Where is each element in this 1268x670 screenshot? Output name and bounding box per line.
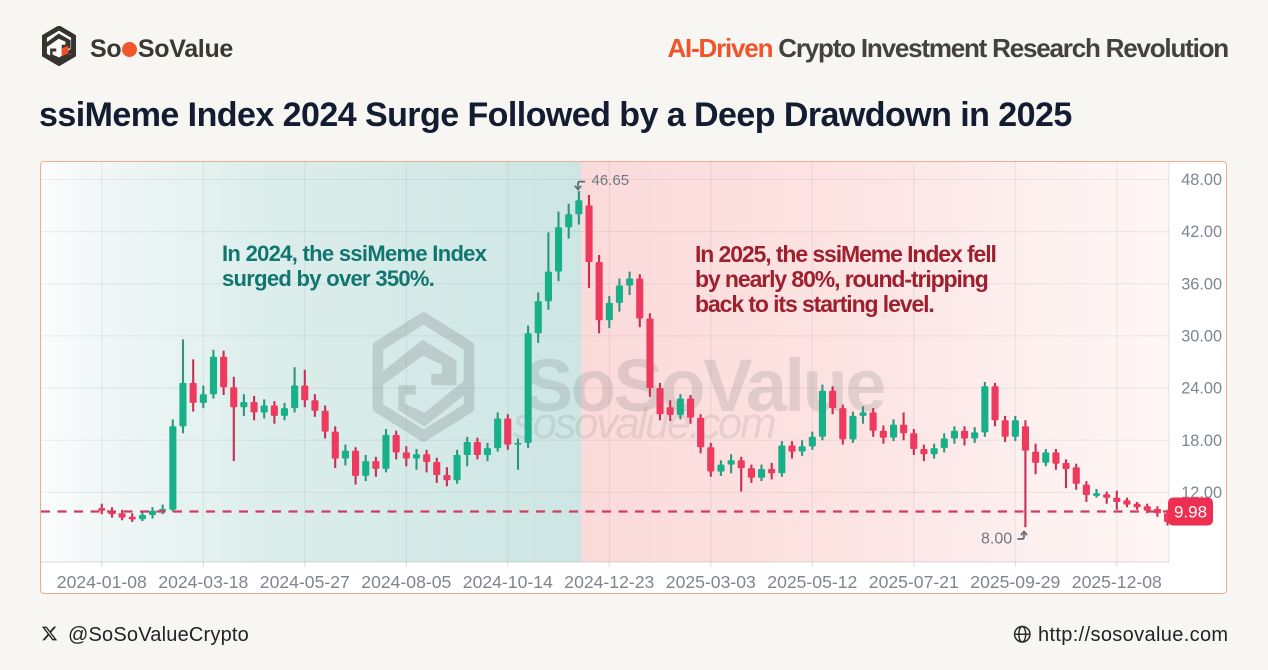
svg-text:30.00: 30.00: [1181, 328, 1222, 346]
svg-text:2024-05-27: 2024-05-27: [260, 572, 350, 592]
svg-text:36.00: 36.00: [1181, 275, 1222, 293]
svg-text:SoSoValue: SoSoValue: [524, 344, 884, 427]
svg-text:2024-01-08: 2024-01-08: [57, 572, 147, 592]
svg-text:2024-08-05: 2024-08-05: [361, 572, 451, 592]
svg-text:2024-10-14: 2024-10-14: [463, 572, 553, 592]
svg-text:2025-09-29: 2025-09-29: [970, 572, 1060, 592]
svg-text:18.00: 18.00: [1181, 432, 1222, 450]
svg-text:9.98: 9.98: [1174, 503, 1207, 522]
svg-text:2024-03-18: 2024-03-18: [158, 572, 248, 592]
svg-text:sosovalue.com: sosovalue.com: [513, 399, 775, 448]
svg-text:2025-07-21: 2025-07-21: [869, 572, 959, 592]
svg-text:2025-12-08: 2025-12-08: [1072, 572, 1162, 592]
svg-text:2025-05-12: 2025-05-12: [767, 572, 857, 592]
svg-text:2024-12-23: 2024-12-23: [564, 572, 654, 592]
svg-text:46.65: 46.65: [592, 172, 630, 189]
svg-text:42.00: 42.00: [1181, 223, 1222, 241]
svg-text:48.00: 48.00: [1181, 171, 1222, 189]
svg-text:2025-03-03: 2025-03-03: [666, 572, 756, 592]
svg-text:24.00: 24.00: [1181, 380, 1222, 398]
svg-text:8.00: 8.00: [981, 531, 1012, 548]
